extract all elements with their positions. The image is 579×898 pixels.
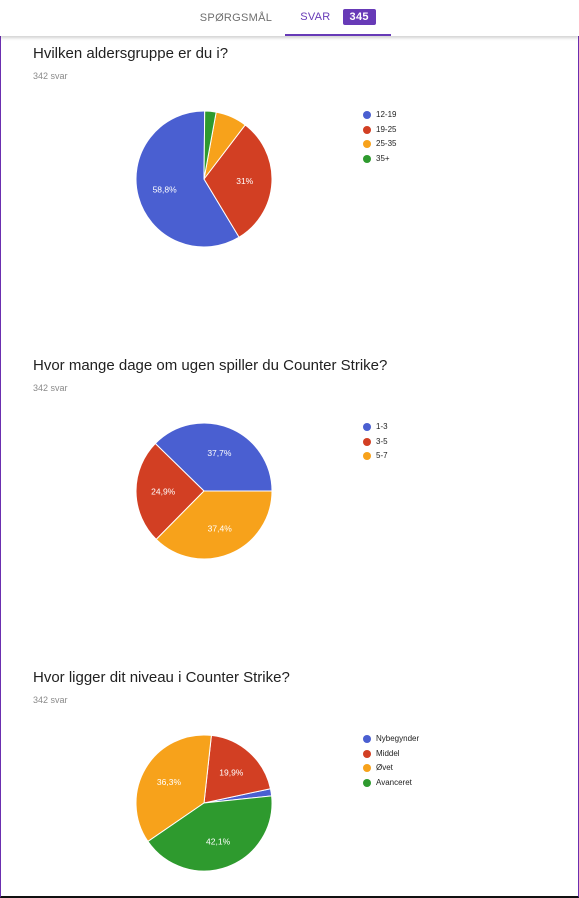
legend-color-dot [363,125,371,134]
pie-slice-1 [154,422,273,492]
legend-color-dot [363,423,371,431]
question-card-2: Hvor mange dage om ugen spiller du Count… [0,357,579,657]
legend-label: 25-35 [376,139,397,148]
question-title: Hvor mange dage om ugen spiller du Count… [33,357,388,374]
pie-slice-label: 31% [236,176,253,186]
pie-slice-label: 36,3% [157,777,182,787]
legend-label: 1-3 [376,422,388,431]
legend-color-dot [363,735,371,743]
legend-color-dot [363,111,371,119]
legend-color-dot [363,154,371,163]
legend-label: 5-7 [376,451,388,460]
pie-slice-2 [135,442,205,541]
pie-slice-label: 37,7% [207,448,232,458]
pie-slice-4 [147,795,273,872]
pie-slice-label: 24,9% [151,486,176,496]
legend-label: 3-5 [376,436,388,446]
pie-slice-label: 58,8% [153,185,178,195]
pie-slice-label: 37,4% [208,524,233,534]
response-count: 342 svar [33,71,68,81]
tab-responses[interactable]: SVAR 345 [285,0,391,36]
responses-count-badge: 345 [342,9,376,25]
legend-label: Nybegynder [376,734,420,743]
legend-label: 35+ [376,153,390,163]
legend-color-dot [363,140,371,148]
pie-slice-2 [203,124,273,238]
pie-chart: 37,7% 24,9% 37,4% [135,422,273,560]
tab-questions-label: SPØRGSMÅL [199,12,273,24]
pie-chart: 19,9% 36,3% 42,1% [135,734,273,872]
pie-slice-1 [135,110,240,248]
response-count: 342 svar [33,383,68,393]
question-title: Hvilken aldersgruppe er du i? [33,45,229,62]
legend-label: Avanceret [376,777,412,787]
question-card-1: Hvilken aldersgruppe er du i? 342 svar 5… [0,45,579,345]
legend-color-dot [363,778,371,787]
pie-slice-label: 19,9% [219,768,244,778]
legend-label: 12-19 [376,110,397,119]
response-count: 342 svar [33,695,68,705]
question-card-3: Hvor ligger dit niveau i Counter Strike?… [0,669,579,898]
tab-responses-label: SVAR [300,11,331,23]
pie-slice-3 [155,490,273,560]
legend-color-dot [363,437,371,446]
tab-bar: SPØRGSMÅL SVAR 345 [0,0,579,36]
legend-label: Øvet [376,763,393,772]
pie-chart: 58,8% 31% [135,110,273,248]
legend-color-dot [363,764,371,772]
legend-label: 19-25 [376,124,397,134]
question-title: Hvor ligger dit niveau i Counter Strike? [33,669,290,686]
legend-color-dot [363,749,371,758]
legend-label: Middel [376,748,400,758]
tab-questions[interactable]: SPØRGSMÅL [190,0,282,36]
pie-slice-label: 42,1% [206,836,231,846]
legend-color-dot [363,452,371,460]
pie-slice-2 [203,734,272,804]
pie-slice-3 [135,734,212,843]
pie-slice-4 [203,110,217,180]
